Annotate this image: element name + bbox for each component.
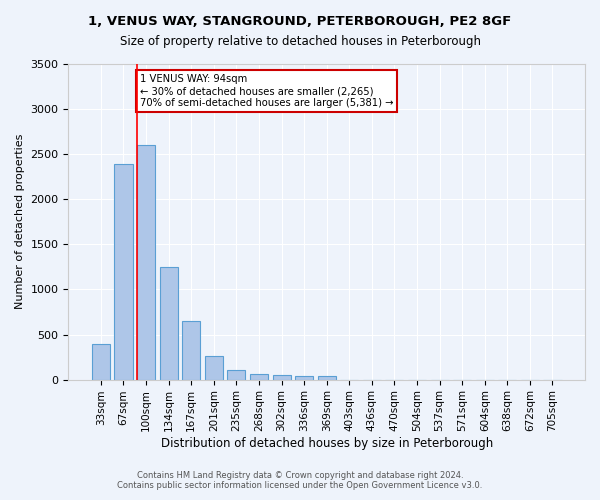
Text: 1, VENUS WAY, STANGROUND, PETERBOROUGH, PE2 8GF: 1, VENUS WAY, STANGROUND, PETERBOROUGH, … [88,15,512,28]
Bar [205,356,223,380]
Text: 1 VENUS WAY: 94sqm
← 30% of detached houses are smaller (2,265)
70% of semi-deta: 1 VENUS WAY: 94sqm ← 30% of detached hou… [140,74,394,108]
Bar [272,375,290,380]
Bar [92,344,110,380]
Bar [182,321,200,380]
Y-axis label: Number of detached properties: Number of detached properties [15,134,25,310]
Bar [137,145,155,380]
Bar [115,164,133,380]
Bar [295,376,313,380]
X-axis label: Distribution of detached houses by size in Peterborough: Distribution of detached houses by size … [161,437,493,450]
Bar [160,267,178,380]
Bar [250,374,268,380]
Text: Size of property relative to detached houses in Peterborough: Size of property relative to detached ho… [119,35,481,48]
Bar [317,376,336,380]
Text: Contains HM Land Registry data © Crown copyright and database right 2024.
Contai: Contains HM Land Registry data © Crown c… [118,470,482,490]
Bar [227,370,245,380]
